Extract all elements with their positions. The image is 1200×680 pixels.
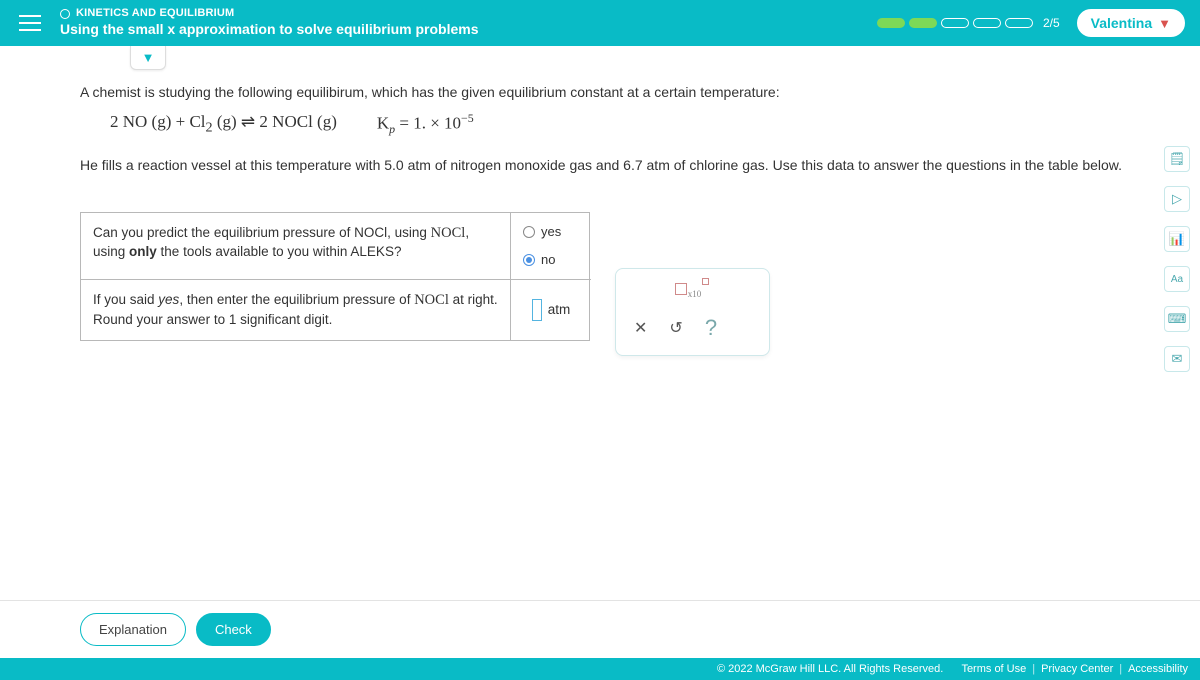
radio-yes-label: yes	[541, 223, 561, 241]
progress-pill	[877, 18, 905, 28]
footer-copyright: © 2022 McGraw Hill LLC. All Rights Reser…	[717, 663, 943, 675]
progress-indicator: 2/5	[877, 16, 1060, 30]
x10-label: x10	[688, 289, 702, 299]
question-1-answers: yes no	[511, 213, 591, 280]
question-2: If you said yes, then enter the equilibr…	[81, 280, 511, 339]
pressure-input[interactable]	[532, 299, 542, 321]
equation-row: 2 NO (g) + Cl2 (g) ⇌ 2 NOCl (g) Kp = 1. …	[80, 103, 1134, 155]
question-1: Can you predict the equilibrium pressure…	[81, 213, 511, 280]
progress-pill	[1005, 18, 1033, 28]
tool-row-scinote: x10	[626, 279, 759, 311]
content-area: A chemist is studying the following equi…	[0, 46, 1200, 600]
keyboard-button[interactable]: ⌨	[1164, 306, 1190, 332]
unit-bullet-icon	[60, 9, 70, 19]
question-2-input-cell: atm	[511, 280, 591, 339]
hamburger-menu-button[interactable]	[0, 15, 60, 31]
video-button[interactable]: ▷	[1164, 186, 1190, 212]
q1-only: only	[129, 244, 157, 259]
undo-button[interactable]: ↺	[669, 318, 682, 338]
eq-rhs: (g) ⇌ 2 NOCl (g)	[213, 112, 337, 131]
data-table-button[interactable]: 📊	[1164, 226, 1190, 252]
kp-k: K	[377, 114, 389, 133]
header-titles: KINETICS AND EQUILIBRIUM Using the small…	[60, 7, 877, 38]
kp-eq: = 1. × 10	[395, 114, 461, 133]
right-tool-rail: 🗒 ▷ 📊 Aa ⌨ ✉	[1154, 46, 1200, 600]
problem-body: He fills a reaction vessel at this tempe…	[80, 155, 1134, 176]
hamburger-icon	[19, 15, 41, 31]
radio-no-label: no	[541, 251, 555, 269]
scientific-notation-button[interactable]: x10	[675, 283, 711, 299]
user-name: Valentina	[1091, 15, 1152, 31]
progress-pill	[941, 18, 969, 28]
topic-title: Using the small x approximation to solve…	[60, 21, 877, 39]
progress-text: 2/5	[1043, 16, 1060, 30]
q2-yes: yes	[158, 292, 179, 307]
left-gutter	[0, 46, 60, 600]
radio-icon	[523, 226, 535, 238]
radio-yes[interactable]: yes	[523, 223, 579, 241]
kp-exp: −5	[461, 111, 474, 125]
unit-row: KINETICS AND EQUILIBRIUM	[60, 7, 877, 21]
tool-row-actions: ✕ ↺ ?	[626, 311, 759, 345]
footer-privacy-link[interactable]: Privacy Center	[1041, 663, 1113, 675]
user-menu-button[interactable]: Valentina ▼	[1076, 8, 1186, 38]
progress-pill	[973, 18, 1001, 28]
problem-pane: A chemist is studying the following equi…	[60, 46, 1154, 600]
q1-text-a: Can you predict the equilibrium pressure…	[93, 225, 431, 240]
text-size-button[interactable]: Aa	[1164, 266, 1190, 292]
message-button[interactable]: ✉	[1164, 346, 1190, 372]
footer: © 2022 McGraw Hill LLC. All Rights Reser…	[0, 658, 1200, 680]
footer-sep: |	[1119, 663, 1122, 675]
clear-button[interactable]: ✕	[634, 318, 647, 338]
progress-pills	[877, 18, 1033, 28]
app-header: KINETICS AND EQUILIBRIUM Using the small…	[0, 0, 1200, 46]
chemical-equation: 2 NO (g) + Cl2 (g) ⇌ 2 NOCl (g)	[110, 112, 337, 136]
math-tool-panel: x10 ✕ ↺ ?	[615, 268, 770, 356]
eq-lhs: 2 NO (g) + Cl	[110, 112, 206, 131]
radio-icon	[523, 254, 535, 266]
footer-terms-link[interactable]: Terms of Use	[961, 663, 1026, 675]
q1-text-b: the tools available to you within ALEKS?	[157, 244, 402, 259]
unit-label: KINETICS AND EQUILIBRIUM	[76, 7, 234, 21]
answer-table: Can you predict the equilibrium pressure…	[80, 212, 590, 341]
check-button[interactable]: Check	[196, 613, 271, 646]
exponent-box-icon	[702, 278, 709, 285]
action-bar: Explanation Check	[0, 600, 1200, 658]
progress-pill	[909, 18, 937, 28]
eq-sub: 2	[206, 119, 213, 135]
unit-label: atm	[548, 301, 571, 320]
q2-text-a: If you said	[93, 292, 158, 307]
calculator-button[interactable]: 🗒	[1164, 146, 1190, 172]
kp-expression: Kp = 1. × 10−5	[377, 111, 474, 137]
explanation-button[interactable]: Explanation	[80, 613, 186, 646]
chevron-down-icon: ▼	[1158, 16, 1171, 31]
help-button[interactable]: ?	[705, 315, 717, 341]
footer-sep: |	[1032, 663, 1035, 675]
footer-accessibility-link[interactable]: Accessibility	[1128, 663, 1188, 675]
radio-no[interactable]: no	[523, 251, 579, 269]
problem-intro: A chemist is studying the following equi…	[80, 82, 1134, 103]
box-icon	[675, 283, 687, 295]
